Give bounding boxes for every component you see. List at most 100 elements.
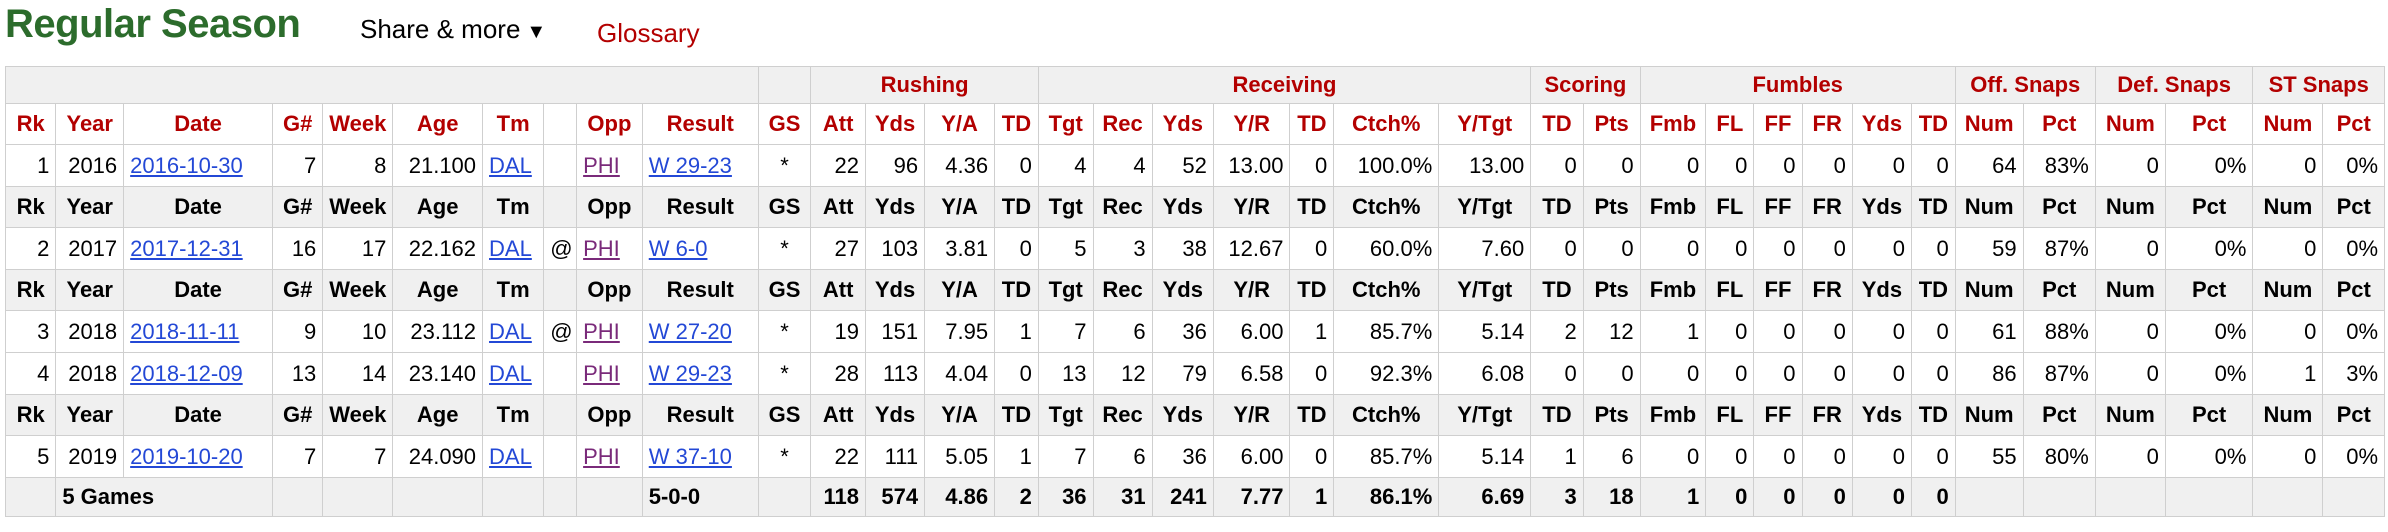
repeat-header-pts-23: Pts xyxy=(1582,394,1641,436)
column-header-fmb-24[interactable]: Fmb xyxy=(1639,103,1707,145)
cell-fmb-24: 1 xyxy=(1639,310,1707,353)
repeat-header-rk-0: Rk xyxy=(4,394,57,436)
cell-date-2: 2017-12-31 xyxy=(123,227,273,270)
column-header-y-tgt-21[interactable]: Y/Tgt xyxy=(1438,103,1532,145)
cell-att-11: 19 xyxy=(810,310,866,353)
column-header-td-14[interactable]: TD xyxy=(994,103,1039,145)
cell-link-date-2[interactable]: 2016-10-30 xyxy=(130,152,243,178)
column-header-y-r-18[interactable]: Y/R xyxy=(1212,103,1291,145)
repeat-header-age-5: Age xyxy=(392,394,484,436)
column-header-td-19[interactable]: TD xyxy=(1289,103,1335,145)
column-header-ctch-20[interactable]: Ctch% xyxy=(1333,103,1440,145)
group-blank-gs xyxy=(757,66,812,104)
repeat-header-yds-17: Yds xyxy=(1151,394,1214,436)
column-header-fl-25[interactable]: FL xyxy=(1705,103,1755,145)
repeat-header-date-2: Date xyxy=(123,394,273,436)
column-header-pct-33[interactable]: Pct xyxy=(2164,103,2254,145)
cell-link-date-2[interactable]: 2019-10-20 xyxy=(130,443,243,469)
column-header-td-29[interactable]: TD xyxy=(1910,103,1956,145)
column-header-blank-7[interactable] xyxy=(543,103,578,145)
cell-link-result-9[interactable]: W 37-10 xyxy=(648,443,732,469)
repeat-header-yds-12: Yds xyxy=(864,269,926,311)
cell-link-opp-8[interactable]: PHI xyxy=(583,152,620,178)
cell-link-tm-6[interactable]: DAL xyxy=(489,443,532,469)
cell-td-19: 0 xyxy=(1289,435,1335,478)
cell-pct-31: 87% xyxy=(2022,352,2096,395)
column-header-pct-31[interactable]: Pct xyxy=(2022,103,2096,145)
cell-link-opp-8[interactable]: PHI xyxy=(583,360,620,386)
cell-link-tm-6[interactable]: DAL xyxy=(489,235,532,261)
column-header-week-4[interactable]: Week xyxy=(322,103,394,145)
column-header-num-34[interactable]: Num xyxy=(2252,103,2324,145)
cell-link-result-9[interactable]: W 27-20 xyxy=(648,318,732,344)
column-header-yds-17[interactable]: Yds xyxy=(1151,103,1214,145)
repeat-header-yds-12: Yds xyxy=(864,394,926,436)
total-cell-4: 36 xyxy=(1037,477,1094,517)
column-header-td-22[interactable]: TD xyxy=(1530,103,1584,145)
column-header-age-5[interactable]: Age xyxy=(392,103,484,145)
cell-link-tm-6[interactable]: DAL xyxy=(489,152,532,178)
column-header-year-1[interactable]: Year xyxy=(55,103,125,145)
cell-link-result-9[interactable]: W 29-23 xyxy=(648,152,732,178)
cell-blank-7 xyxy=(543,435,578,478)
total-cell-11: 3 xyxy=(1530,477,1584,517)
repeat-header-ff-26: FF xyxy=(1753,186,1803,228)
column-header-gs-10[interactable]: GS xyxy=(757,103,812,145)
cell-g-3: 13 xyxy=(271,352,324,395)
cell-g-3: 9 xyxy=(271,310,324,353)
cell-pct-33: 0% xyxy=(2164,227,2254,270)
glossary-link[interactable]: Glossary xyxy=(597,18,700,48)
cell-num-30: 55 xyxy=(1954,435,2024,478)
repeat-header-y-a-13: Y/A xyxy=(924,269,996,311)
cell-link-date-2[interactable]: 2018-12-09 xyxy=(130,360,243,386)
column-header-ff-26[interactable]: FF xyxy=(1753,103,1803,145)
cell-link-tm-6[interactable]: DAL xyxy=(489,360,532,386)
column-header-g-3[interactable]: G# xyxy=(271,103,324,145)
total-empty-snaps-1 xyxy=(2022,477,2096,517)
cell-yds-12: 96 xyxy=(864,144,926,187)
repeat-header-td-22: TD xyxy=(1530,186,1584,228)
cell-link-tm-6[interactable]: DAL xyxy=(489,318,532,344)
column-header-y-a-13[interactable]: Y/A xyxy=(924,103,996,145)
cell-fr-27: 0 xyxy=(1801,435,1853,478)
column-header-pct-35[interactable]: Pct xyxy=(2322,103,2385,145)
cell-link-opp-8[interactable]: PHI xyxy=(583,318,620,344)
column-header-att-11[interactable]: Att xyxy=(810,103,866,145)
share-more-menu[interactable]: Share & more ▼ xyxy=(360,14,546,45)
column-header-yds-28[interactable]: Yds xyxy=(1851,103,1912,145)
cell-y-tgt-21: 5.14 xyxy=(1438,310,1532,353)
cell-num-32: 0 xyxy=(2094,435,2166,478)
total-cell-2: 4.86 xyxy=(924,477,996,517)
cell-opp-8: PHI xyxy=(576,352,643,395)
cell-link-opp-8[interactable]: PHI xyxy=(583,443,620,469)
cell-num-32: 0 xyxy=(2094,227,2166,270)
column-header-rec-16[interactable]: Rec xyxy=(1092,103,1153,145)
cell-link-result-9[interactable]: W 6-0 xyxy=(648,235,708,261)
column-header-num-32[interactable]: Num xyxy=(2094,103,2166,145)
column-header-yds-12[interactable]: Yds xyxy=(864,103,926,145)
repeat-header-week-4: Week xyxy=(322,269,394,311)
cell-link-result-9[interactable]: W 29-23 xyxy=(648,360,732,386)
cell-link-opp-8[interactable]: PHI xyxy=(583,235,620,261)
cell-link-date-2[interactable]: 2017-12-31 xyxy=(130,235,243,261)
cell-link-date-2[interactable]: 2018-11-11 xyxy=(130,318,240,344)
cell-y-a-13: 7.95 xyxy=(924,310,996,353)
cell-ctch-20: 85.7% xyxy=(1333,310,1440,353)
repeat-header-pct-35: Pct xyxy=(2322,186,2385,228)
column-header-date-2[interactable]: Date xyxy=(123,103,273,145)
column-header-tgt-15[interactable]: Tgt xyxy=(1037,103,1094,145)
column-header-num-30[interactable]: Num xyxy=(1954,103,2024,145)
column-header-rk-0[interactable]: Rk xyxy=(4,103,57,145)
repeat-header-ctch-20: Ctch% xyxy=(1333,186,1440,228)
cell-date-2: 2018-12-09 xyxy=(123,352,273,395)
column-header-pts-23[interactable]: Pts xyxy=(1582,103,1641,145)
cell-opp-8: PHI xyxy=(576,310,643,353)
column-header-result-9[interactable]: Result xyxy=(641,103,759,145)
cell-opp-8: PHI xyxy=(576,435,643,478)
column-header-tm-6[interactable]: Tm xyxy=(482,103,545,145)
column-header-fr-27[interactable]: FR xyxy=(1801,103,1853,145)
column-header-opp-8[interactable]: Opp xyxy=(576,103,643,145)
cell-ff-26: 0 xyxy=(1753,227,1803,270)
cell-num-30: 86 xyxy=(1954,352,2024,395)
total-cell-13: 1 xyxy=(1639,477,1707,517)
